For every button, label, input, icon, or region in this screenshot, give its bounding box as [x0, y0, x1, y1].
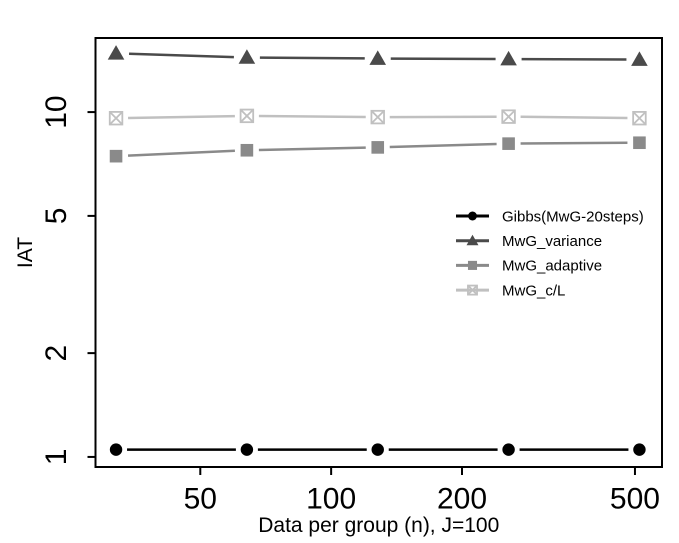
series-segment [259, 56, 365, 60]
y-tick-label: 10 [40, 95, 73, 128]
marker-square-x [501, 109, 516, 124]
legend-item: MwG_variance [456, 233, 602, 250]
marker-square-x [108, 111, 124, 126]
marker-circle [502, 443, 515, 456]
legend-label: MwG_adaptive [502, 258, 602, 275]
series-mwg-variance [107, 45, 648, 66]
series-segment [258, 146, 366, 152]
marker-square-x [467, 284, 478, 296]
legend-label: MwG_c/L [502, 282, 565, 299]
y-axis: 1 2 5 10 [40, 95, 96, 465]
marker-square-x [370, 109, 385, 125]
marker-triangle [369, 50, 387, 65]
series-segment [258, 114, 366, 119]
marker-square [371, 141, 385, 154]
x-tick-label: 50 [184, 483, 217, 516]
series-segment [128, 114, 235, 120]
legend-item: MwG_adaptive [456, 258, 602, 275]
x-tick-label: 500 [610, 483, 660, 516]
legend-item: MwG_c/L [456, 282, 565, 299]
y-tick-label: 5 [40, 208, 73, 225]
marker-square [633, 136, 646, 150]
x-tick-label: 200 [437, 483, 487, 516]
marker-circle [240, 443, 254, 456]
series-segment [127, 149, 235, 157]
marker-triangle [466, 234, 479, 246]
series-segment [129, 52, 234, 59]
marker-triangle [500, 50, 517, 66]
legend-item: Gibbs(MwG-20steps) [456, 208, 644, 225]
marker-circle [109, 443, 123, 456]
legend-label: Gibbs(MwG-20steps) [502, 208, 644, 225]
marker-circle [371, 443, 384, 456]
plot-box [94, 37, 663, 468]
marker-square [109, 149, 123, 163]
series-mwg-adaptive [109, 136, 646, 163]
marker-square [467, 260, 478, 270]
marker-square-x [239, 108, 255, 124]
legend: Gibbs(MwG-20steps) MwG_variance MwG_adapti… [456, 208, 644, 299]
x-axis: 50 100 200 500 [184, 467, 660, 516]
series-segment [520, 141, 628, 145]
marker-triangle [107, 45, 125, 60]
y-tick-label: 2 [40, 345, 73, 362]
marker-square [240, 143, 254, 157]
series-mwg-c-l [108, 108, 647, 126]
marker-square-x [632, 111, 647, 126]
series-segment [389, 142, 497, 149]
marker-square [502, 137, 515, 150]
y-tick-label: 1 [40, 449, 73, 466]
series-segment [520, 115, 628, 120]
marker-triangle [238, 49, 256, 64]
marker-circle [633, 443, 646, 456]
marker-triangle [631, 51, 648, 66]
legend-label: MwG_variance [502, 233, 602, 250]
x-axis-title: Data per group (n), J=100 [258, 514, 499, 537]
series-gibbs-mwg-20steps- [109, 443, 646, 456]
marker-circle [468, 211, 477, 221]
x-tick-label: 100 [306, 483, 356, 516]
y-axis-title: IAT [14, 237, 37, 268]
